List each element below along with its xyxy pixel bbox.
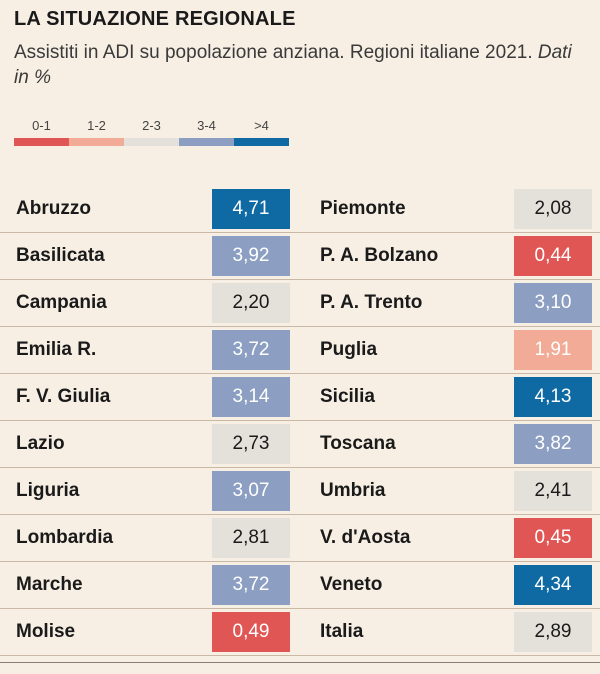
- region-value: 0,45: [514, 518, 592, 558]
- table-row: Marche 3,72 Veneto 4,34: [0, 562, 600, 609]
- legend-swatch: [124, 138, 179, 146]
- table-row: Basilicata 3,92 P. A. Bolzano 0,44: [0, 233, 600, 280]
- table-row: F. V. Giulia 3,14 Sicilia 4,13: [0, 374, 600, 421]
- legend-label: 1-2: [87, 118, 106, 133]
- region-value: 4,71: [212, 189, 290, 229]
- region-value: 3,72: [212, 330, 290, 370]
- region-value: 3,14: [212, 377, 290, 417]
- legend-label: 3-4: [197, 118, 216, 133]
- region-cell: Marche 3,72: [0, 562, 300, 608]
- region-value: 2,81: [212, 518, 290, 558]
- legend-label: 2-3: [142, 118, 161, 133]
- region-cell: Emilia R. 3,72: [0, 327, 300, 373]
- table-row: Liguria 3,07 Umbria 2,41: [0, 468, 600, 515]
- region-name: Marche: [16, 574, 83, 595]
- region-value: 1,91: [514, 330, 592, 370]
- region-cell: V. d'Aosta 0,45: [300, 515, 600, 561]
- bottom-divider: [0, 662, 600, 663]
- region-name: P. A. Bolzano: [320, 245, 439, 266]
- region-name: Piemonte: [320, 198, 406, 219]
- region-value: 0,49: [212, 612, 290, 652]
- region-cell: F. V. Giulia 3,14: [0, 374, 300, 420]
- region-value: 2,08: [514, 189, 592, 229]
- region-value: 4,34: [514, 565, 592, 605]
- region-cell: Molise 0,49: [0, 609, 300, 655]
- region-name: Sicilia: [320, 386, 375, 407]
- region-value: 0,44: [514, 236, 592, 276]
- region-cell: Campania 2,20: [0, 280, 300, 326]
- region-name: F. V. Giulia: [16, 386, 111, 407]
- table-row: Lazio 2,73 Toscana 3,82: [0, 421, 600, 468]
- region-name: Puglia: [320, 339, 378, 360]
- subtitle-unit: Dati in %: [14, 42, 572, 88]
- table-row: Abruzzo 4,71 Piemonte 2,08: [0, 186, 600, 233]
- table-row: Emilia R. 3,72 Puglia 1,91: [0, 327, 600, 374]
- legend-swatch: [14, 138, 69, 146]
- region-cell: Abruzzo 4,71: [0, 186, 300, 232]
- region-name: Abruzzo: [16, 198, 91, 219]
- legend-swatch: [234, 138, 289, 146]
- legend-label: 0-1: [32, 118, 51, 133]
- region-cell: Piemonte 2,08: [300, 186, 600, 232]
- color-legend: 0-1 1-2 2-3 3-4 >4: [14, 118, 289, 146]
- region-name: Veneto: [320, 574, 383, 595]
- region-cell: Sicilia 4,13: [300, 374, 600, 420]
- subtitle-text: Assistiti in ADI su popolazione anziana.…: [14, 42, 533, 63]
- region-cell: Lombardia 2,81: [0, 515, 300, 561]
- region-name: Campania: [16, 292, 107, 313]
- region-cell: Italia 2,89: [300, 609, 600, 655]
- region-value: 3,92: [212, 236, 290, 276]
- region-name: Emilia R.: [16, 339, 97, 360]
- region-cell: Basilicata 3,92: [0, 233, 300, 279]
- chart-subtitle: Assistiti in ADI su popolazione anziana.…: [14, 40, 574, 90]
- chart-title: LA SITUAZIONE REGIONALE: [14, 8, 296, 30]
- region-table: Abruzzo 4,71 Piemonte 2,08 Basilicata 3,92 P. …: [0, 186, 600, 656]
- legend-labels: 0-1 1-2 2-3 3-4 >4: [14, 118, 289, 133]
- region-cell: Veneto 4,34: [300, 562, 600, 608]
- region-value: 3,82: [514, 424, 592, 464]
- table-row: Molise 0,49 Italia 2,89: [0, 609, 600, 656]
- region-name: Molise: [16, 621, 76, 642]
- region-value: 4,13: [514, 377, 592, 417]
- region-cell: Puglia 1,91: [300, 327, 600, 373]
- region-cell: P. A. Trento 3,10: [300, 280, 600, 326]
- region-name: P. A. Trento: [320, 292, 423, 313]
- region-name: Toscana: [320, 433, 396, 454]
- region-value: 3,72: [212, 565, 290, 605]
- region-name: Liguria: [16, 480, 80, 501]
- region-value: 2,20: [212, 283, 290, 323]
- region-value: 3,07: [212, 471, 290, 511]
- region-cell: Umbria 2,41: [300, 468, 600, 514]
- region-name: Umbria: [320, 480, 386, 501]
- region-value: 3,10: [514, 283, 592, 323]
- region-value: 2,89: [514, 612, 592, 652]
- region-name: Basilicata: [16, 245, 105, 266]
- region-value: 2,73: [212, 424, 290, 464]
- region-cell: Toscana 3,82: [300, 421, 600, 467]
- region-value: 2,41: [514, 471, 592, 511]
- legend-swatch: [179, 138, 234, 146]
- legend-bars: [14, 138, 289, 146]
- region-cell: Liguria 3,07: [0, 468, 300, 514]
- region-name: V. d'Aosta: [320, 527, 411, 548]
- legend-swatch: [69, 138, 124, 146]
- region-cell: P. A. Bolzano 0,44: [300, 233, 600, 279]
- region-name: Lombardia: [16, 527, 114, 548]
- table-row: Campania 2,20 P. A. Trento 3,10: [0, 280, 600, 327]
- region-name: Lazio: [16, 433, 65, 454]
- legend-label: >4: [254, 118, 269, 133]
- region-cell: Lazio 2,73: [0, 421, 300, 467]
- region-name: Italia: [320, 621, 364, 642]
- table-row: Lombardia 2,81 V. d'Aosta 0,45: [0, 515, 600, 562]
